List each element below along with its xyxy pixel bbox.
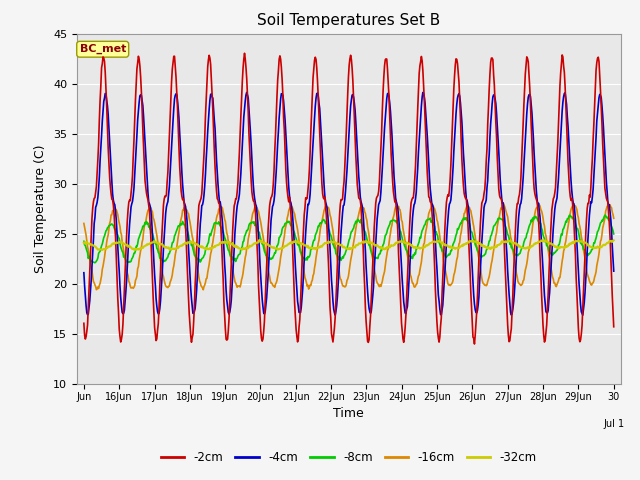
- X-axis label: Time: Time: [333, 407, 364, 420]
- Text: Jul 1: Jul 1: [603, 419, 624, 429]
- Legend: -2cm, -4cm, -8cm, -16cm, -32cm: -2cm, -4cm, -8cm, -16cm, -32cm: [156, 446, 541, 468]
- Y-axis label: Soil Temperature (C): Soil Temperature (C): [35, 144, 47, 273]
- Text: BC_met: BC_met: [79, 44, 126, 54]
- Title: Soil Temperatures Set B: Soil Temperatures Set B: [257, 13, 440, 28]
